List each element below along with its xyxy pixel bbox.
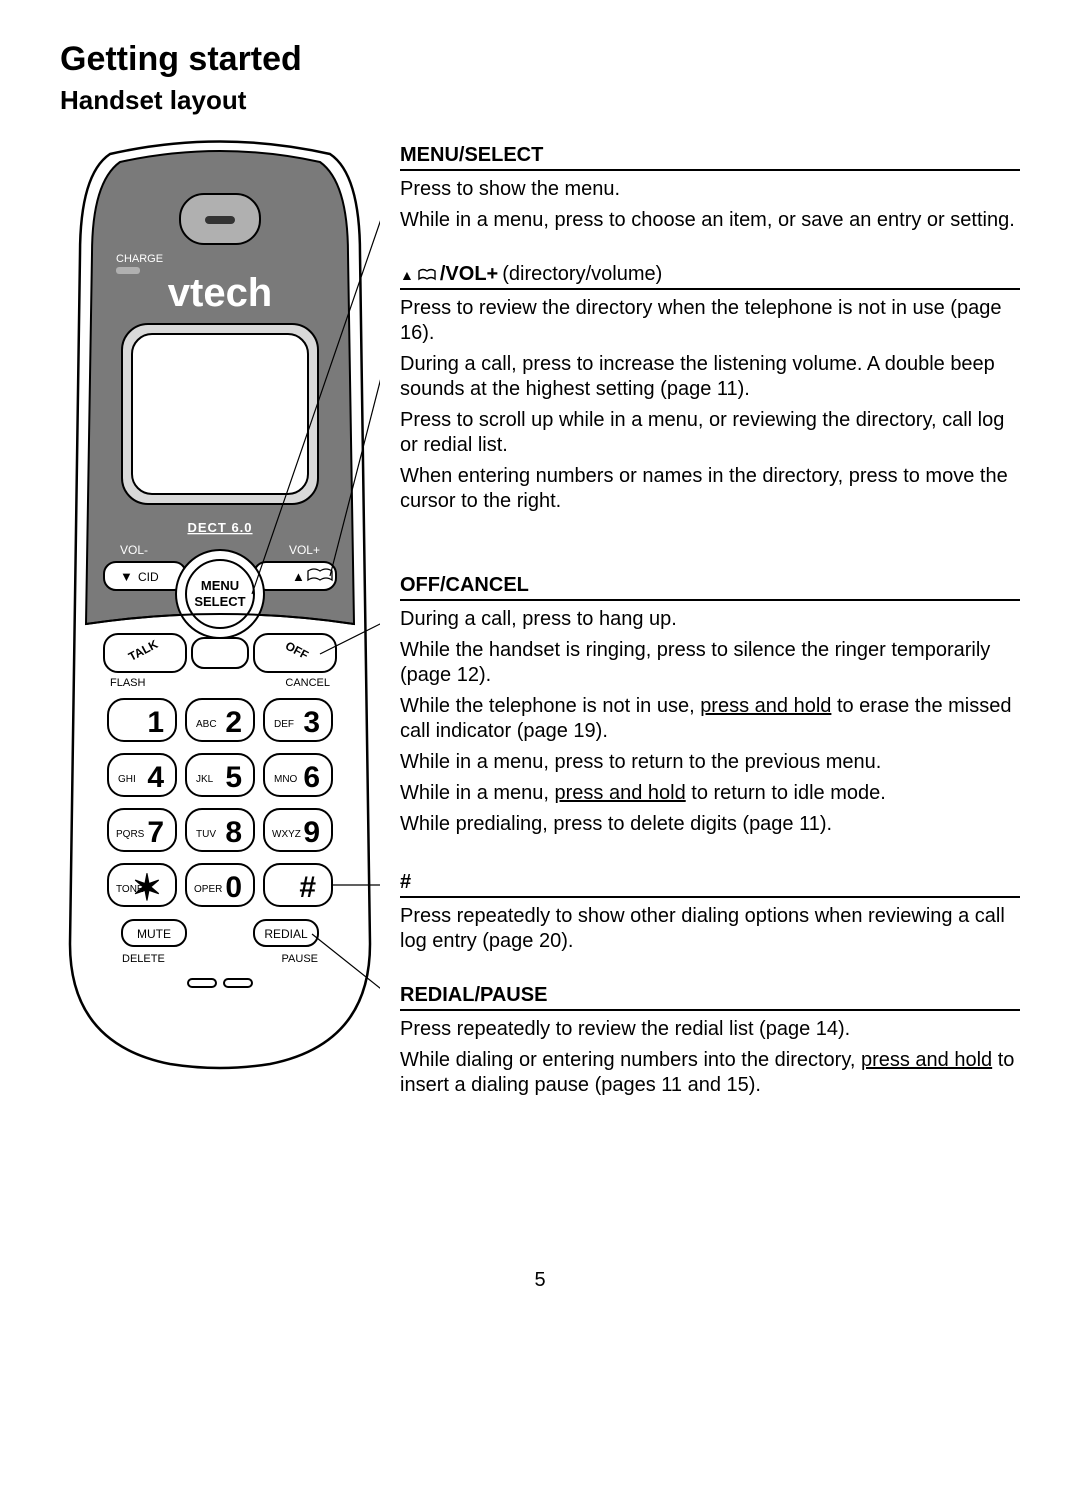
svg-text:OPER: OPER xyxy=(194,884,222,895)
page-number: 5 xyxy=(0,1269,1080,1292)
svg-text:TUV: TUV xyxy=(196,829,216,840)
svg-text:WXYZ: WXYZ xyxy=(272,829,301,840)
section-hash: # Press repeatedly to show other dialing… xyxy=(400,871,1020,954)
section-head: ▲ /VOL+ (directory/volume) xyxy=(400,263,1020,290)
svg-text:▲: ▲ xyxy=(292,569,305,584)
body-text: Press to show the menu. xyxy=(400,177,1020,202)
section-head: MENU/SELECT xyxy=(400,144,1020,171)
svg-text:2: 2 xyxy=(225,706,242,739)
vol-minus-label: VOL- xyxy=(120,543,148,557)
page-title: Getting started xyxy=(60,40,1020,79)
svg-text:JKL: JKL xyxy=(196,774,214,785)
svg-text:ABC: ABC xyxy=(196,719,217,730)
body-text: While dialing or entering numbers into t… xyxy=(400,1048,1020,1098)
charge-label: CHARGE xyxy=(116,253,163,265)
body-text: While in a menu, press to return to the … xyxy=(400,750,1020,775)
body-text: Press to scroll up while in a menu, or r… xyxy=(400,408,1020,458)
svg-text:7: 7 xyxy=(147,816,164,849)
body-text: Press to review the directory when the t… xyxy=(400,296,1020,346)
body-text: While in a menu, press and hold to retur… xyxy=(400,781,1020,806)
svg-text:✶: ✶ xyxy=(132,867,162,908)
svg-text:DEF: DEF xyxy=(274,719,294,730)
svg-text:4: 4 xyxy=(147,761,164,794)
svg-text:8: 8 xyxy=(225,816,242,849)
svg-text:GHI: GHI xyxy=(118,774,136,785)
book-icon xyxy=(418,268,436,282)
redial-label: REDIAL xyxy=(264,927,308,941)
section-head: REDIAL/PAUSE xyxy=(400,984,1020,1011)
body-text: During a call, press to increase the lis… xyxy=(400,352,1020,402)
svg-text:#: # xyxy=(299,871,316,904)
body-text: When entering numbers or names in the di… xyxy=(400,464,1020,514)
body-text: Press repeatedly to show other dialing o… xyxy=(400,904,1020,954)
page-subtitle: Handset layout xyxy=(60,85,1020,116)
svg-text:5: 5 xyxy=(225,761,242,794)
pause-label: PAUSE xyxy=(282,953,318,965)
vol-plus-label: VOL+ xyxy=(289,543,320,557)
svg-text:0: 0 xyxy=(225,871,242,904)
body-text: While the telephone is not in use, press… xyxy=(400,694,1020,744)
svg-text:▼: ▼ xyxy=(120,569,133,584)
svg-text:1: 1 xyxy=(147,706,164,739)
mute-label: MUTE xyxy=(137,927,171,941)
up-triangle-icon: ▲ xyxy=(400,267,414,283)
svg-text:6: 6 xyxy=(303,761,320,794)
delete-label: DELETE xyxy=(122,953,165,965)
svg-text:MNO: MNO xyxy=(274,774,298,785)
svg-text:3: 3 xyxy=(303,706,320,739)
body-text: While predialing, press to delete digits… xyxy=(400,812,1020,837)
svg-text:9: 9 xyxy=(303,816,320,849)
section-off-cancel: OFF/CANCEL During a call, press to hang … xyxy=(400,574,1020,837)
svg-text:PQRS: PQRS xyxy=(116,829,145,840)
flash-label: FLASH xyxy=(110,677,146,689)
cancel-label: CANCEL xyxy=(285,677,330,689)
body-text: Press repeatedly to review the redial li… xyxy=(400,1017,1020,1042)
select-label: SELECT xyxy=(194,594,245,609)
section-redial-pause: REDIAL/PAUSE Press repeatedly to review … xyxy=(400,984,1020,1098)
menu-label: MENU xyxy=(201,578,239,593)
section-menu-select: MENU/SELECT Press to show the menu. Whil… xyxy=(400,144,1020,233)
body-text: While in a menu, press to choose an item… xyxy=(400,208,1020,233)
brand-logo: vtech xyxy=(168,271,273,315)
section-head: # xyxy=(400,871,1020,898)
dect-label: DECT 6.0 xyxy=(187,520,252,535)
section-head: OFF/CANCEL xyxy=(400,574,1020,601)
body-text: During a call, press to hang up. xyxy=(400,607,1020,632)
handset-diagram: CHARGE vtech DECT 6.0 VOL- VOL+ ▼ CID xyxy=(60,134,380,1128)
section-vol-plus: ▲ /VOL+ (directory/volume) Press to revi… xyxy=(400,263,1020,514)
svg-text:DECT 6.0: DECT 6.0 xyxy=(187,520,252,535)
cid-label: CID xyxy=(138,570,159,584)
body-text: While the handset is ringing, press to s… xyxy=(400,638,1020,688)
